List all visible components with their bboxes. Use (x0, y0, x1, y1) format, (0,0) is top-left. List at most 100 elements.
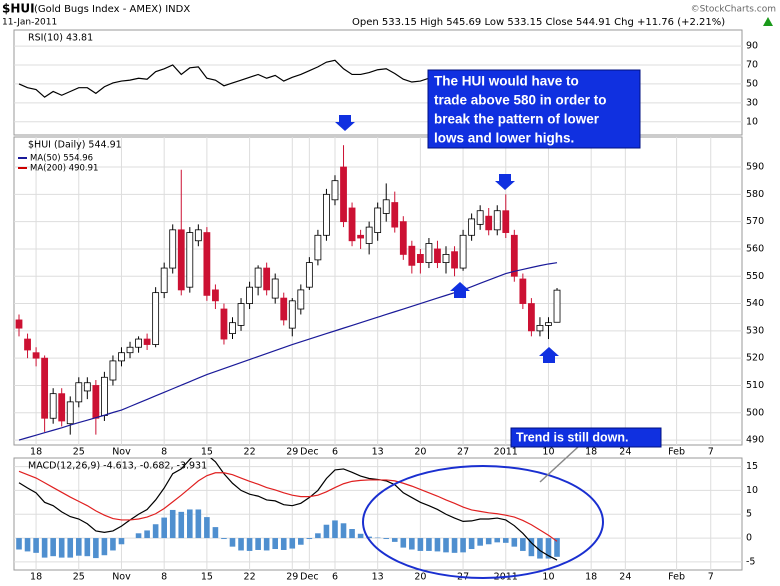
histogram-bar (246, 538, 253, 551)
histogram-bar (118, 538, 125, 545)
candle-body (545, 322, 552, 326)
y-tick-label: 70 (746, 60, 758, 71)
candle-body (510, 234, 518, 277)
candle-body (468, 218, 476, 236)
candle-body (109, 360, 117, 381)
candle-body (41, 357, 49, 419)
series-line (18, 470, 558, 542)
histogram-bar (135, 533, 142, 539)
candle-body (194, 229, 202, 242)
y-tick-label: 5 (746, 509, 752, 520)
candle-body (186, 232, 194, 288)
y-tick-label: 10 (746, 485, 758, 496)
histogram-bar (443, 538, 449, 553)
date: 11-Jan-2011 (2, 18, 57, 28)
y-tick-label: 15 (746, 461, 758, 472)
histogram-bar (161, 517, 167, 539)
quote: Open 533.15 High 545.69 Low 533.15 Close… (352, 17, 725, 28)
x-tick-label: 27 (457, 447, 469, 458)
legend-entry: MA(50) 554.96 (30, 154, 93, 164)
histogram-bar (349, 529, 355, 539)
x-tick-label: Dec (300, 447, 318, 458)
candle-body (288, 300, 296, 329)
y-tick-label: 490 (746, 435, 764, 446)
panel-label: MACD(12,26,9) -4.613, -0.682, -3.931 (28, 461, 207, 472)
histogram-bar (110, 538, 116, 551)
histogram-bar (58, 538, 65, 558)
candle-body (177, 229, 185, 291)
histogram-bar (391, 538, 398, 542)
y-tick-label: 590 (746, 162, 764, 173)
up-arrow (539, 347, 559, 363)
y-tick-label: 520 (746, 353, 764, 364)
y-tick-label: 560 (746, 243, 764, 254)
x-tick-label: Nov (112, 572, 131, 583)
histogram-bar (366, 536, 372, 539)
histogram-bar (306, 538, 313, 540)
x-tick-label: 2011 (494, 447, 518, 458)
x-tick-label: 18 (30, 572, 42, 583)
series-line (18, 262, 558, 441)
x-tick-label: 18 (30, 447, 42, 458)
y-tick-label: 540 (746, 298, 764, 309)
x-tick-label: Feb (668, 447, 685, 458)
candle-body (416, 254, 424, 264)
histogram-bar (460, 538, 466, 553)
x-tick-label: Feb (668, 572, 685, 583)
histogram-bar (263, 538, 270, 551)
down-arrow (335, 115, 355, 131)
y-tick-label: 50 (746, 78, 758, 89)
candle-body (502, 210, 510, 233)
candle-body (237, 303, 245, 326)
x-tick-label: 13 (372, 447, 384, 458)
x-tick-label: 18 (585, 572, 597, 583)
histogram-bar (212, 527, 219, 539)
y-tick-label: 10 (746, 116, 758, 127)
x-tick-label: 29 (286, 447, 298, 458)
x-tick-label: 25 (73, 572, 85, 583)
candle-body (92, 385, 100, 419)
candle-body (476, 210, 484, 225)
candle-body (246, 286, 253, 304)
panel-label: RSI(10) 43.81 (28, 33, 93, 44)
histogram-bar (502, 538, 509, 543)
note-box (427, 69, 641, 149)
histogram-bar (229, 538, 236, 547)
candle-body (143, 338, 151, 345)
candle-body (220, 308, 228, 340)
candle-body (32, 352, 40, 359)
candle-body (442, 254, 450, 264)
x-tick-label: 20 (414, 447, 426, 458)
candle-body (314, 234, 322, 261)
candle-body (528, 303, 535, 332)
candle-body (323, 193, 330, 236)
histogram-bar (187, 509, 193, 539)
histogram-bar (528, 538, 535, 557)
candle-body (135, 338, 142, 348)
candle-body (374, 207, 382, 233)
x-tick-label: 20 (414, 572, 426, 583)
x-tick-label: 8 (161, 572, 167, 583)
histogram-bar (238, 538, 244, 551)
candle-body (15, 319, 23, 329)
candle-body (49, 393, 57, 419)
histogram-bar (195, 509, 202, 539)
x-tick-label: 10 (542, 572, 554, 583)
candle-body (297, 289, 305, 310)
histogram-bar (152, 524, 159, 539)
candle-body (348, 207, 356, 242)
histogram-bar (554, 538, 560, 557)
candle-body (553, 289, 561, 323)
trend-box (510, 427, 662, 448)
y-tick-label: 0 (746, 533, 752, 544)
candle-body (425, 243, 433, 264)
candle-body (169, 229, 177, 269)
x-tick-label: 18 (585, 447, 597, 458)
y-tick-label: 90 (746, 41, 758, 52)
histogram-bar (144, 530, 150, 539)
histogram-bar (477, 538, 483, 546)
histogram-bar (383, 538, 390, 540)
candle-body (365, 226, 373, 244)
